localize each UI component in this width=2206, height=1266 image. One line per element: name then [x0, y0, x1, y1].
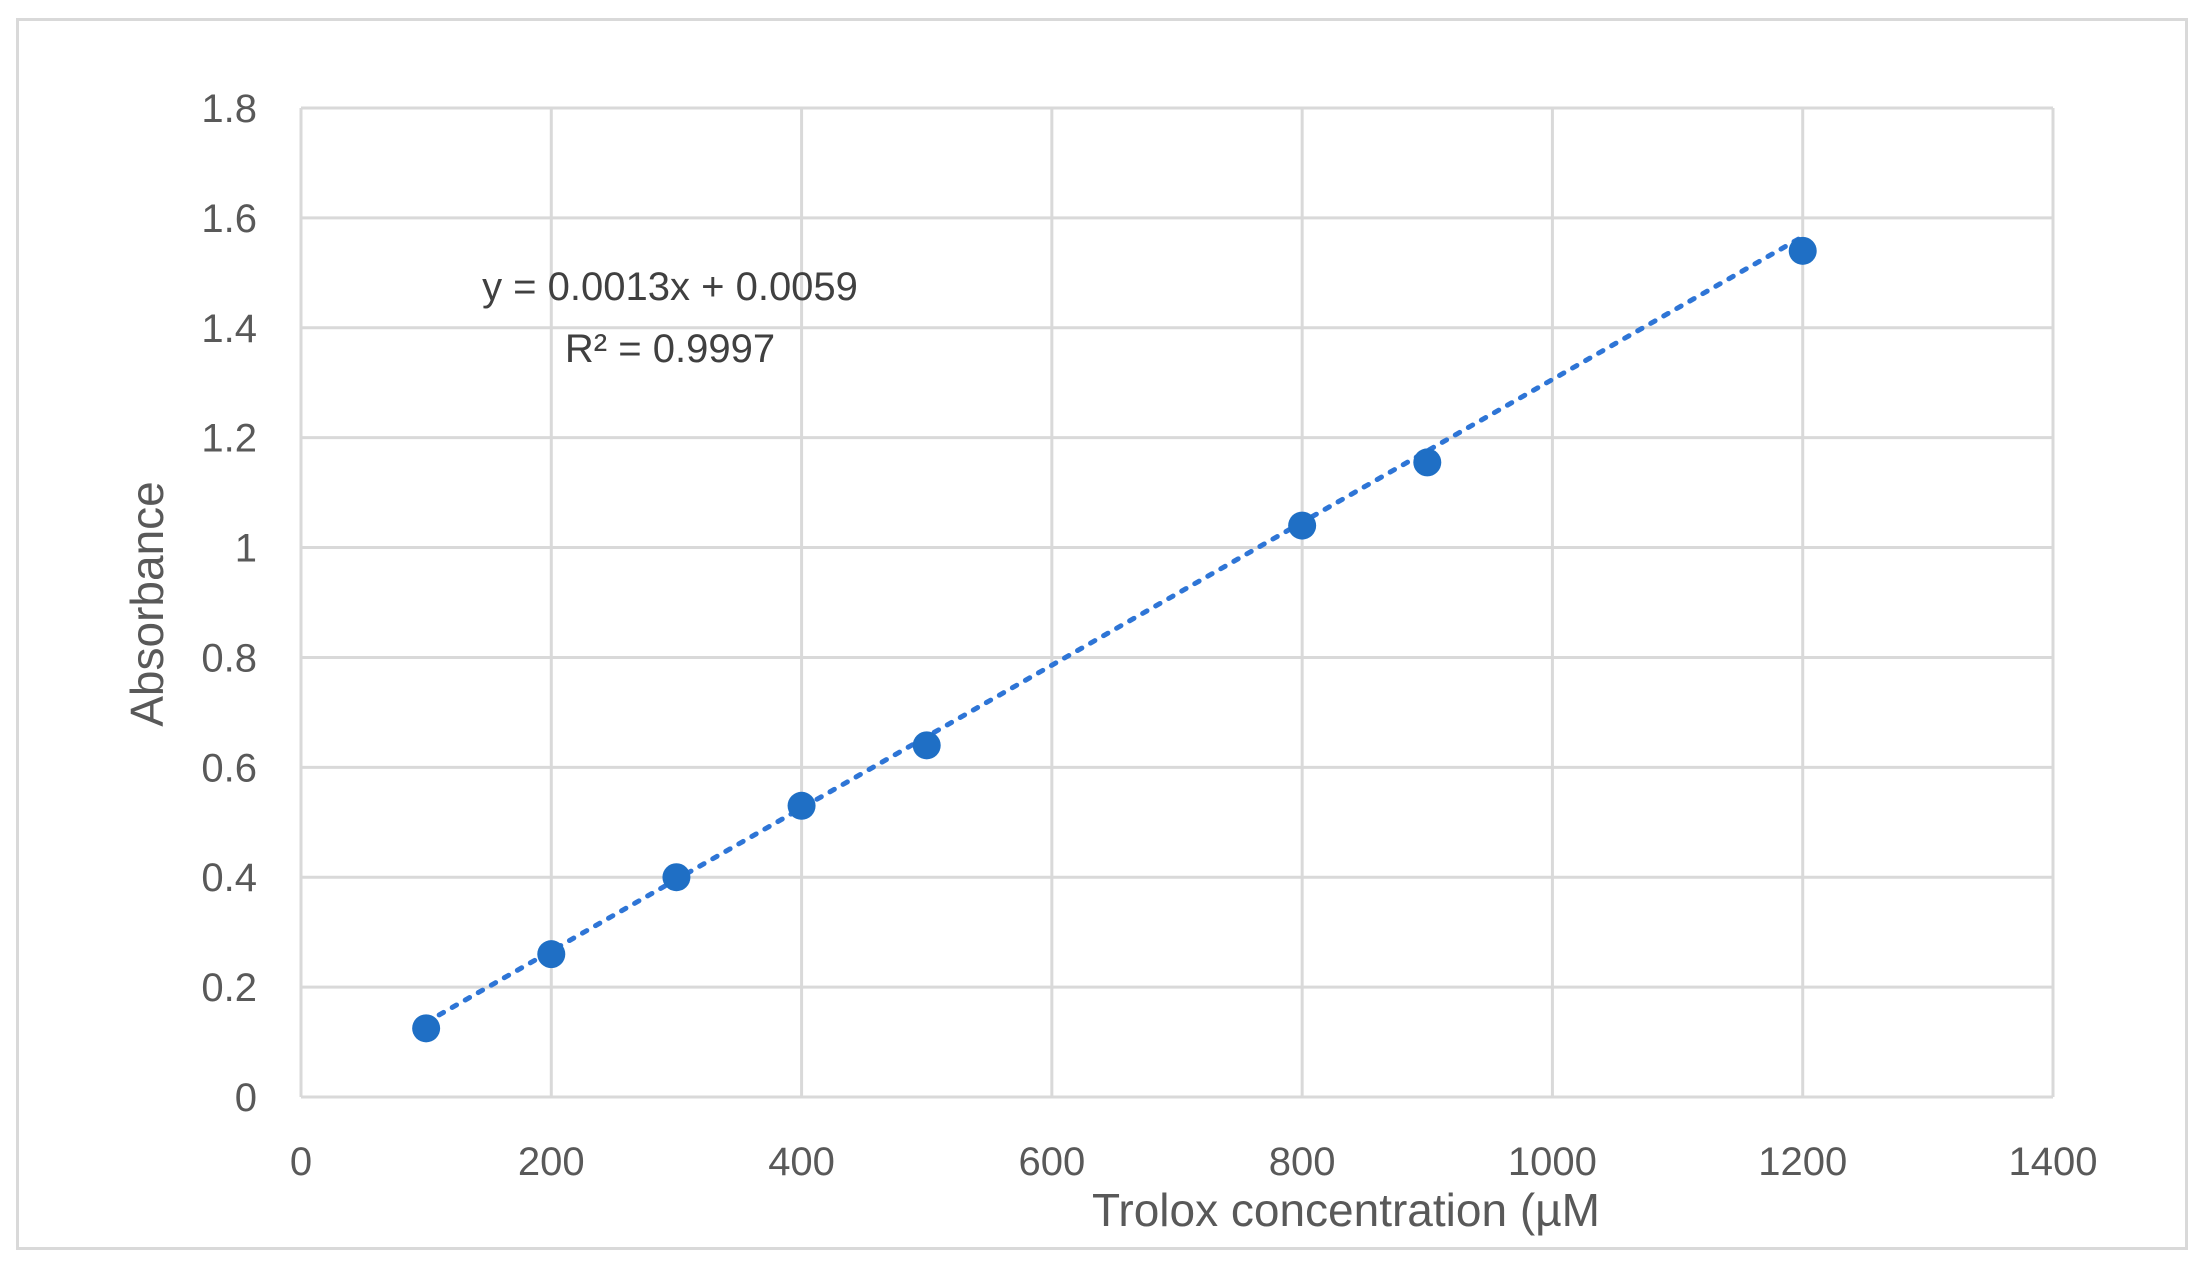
y-tick-label: 1.6: [201, 197, 257, 241]
data-point: [1413, 448, 1442, 477]
y-tick-label: 0: [235, 1076, 257, 1120]
x-tick-label: 800: [1269, 1140, 1336, 1184]
y-tick-label: 1: [235, 527, 257, 571]
trendline-equation: y = 0.0013x + 0.0059: [482, 265, 858, 309]
r-squared-label: R² = 0.9997: [565, 327, 775, 371]
data-point: [412, 1014, 441, 1043]
data-point: [1788, 236, 1817, 265]
data-point: [912, 731, 941, 760]
y-tick-label: 0.4: [201, 856, 257, 900]
y-tick-label: 1.8: [201, 87, 257, 131]
y-tick-label: 0.2: [201, 966, 257, 1010]
y-tick-label: 1.4: [201, 307, 257, 351]
x-tick-label: 200: [518, 1140, 585, 1184]
x-tick-label: 1400: [2009, 1140, 2098, 1184]
trendline: [423, 234, 1806, 1025]
data-point: [537, 940, 566, 969]
x-tick-labels: 0 200 400 600 800 1000 1200 1400: [290, 1140, 2098, 1184]
data-points: [412, 236, 1817, 1043]
data-point: [787, 791, 816, 820]
x-tick-label: 0: [290, 1140, 312, 1184]
y-axis-title: Absorbance: [121, 481, 173, 727]
grid-layer: [299, 106, 2055, 1099]
y-tick-labels: 0 0.2 0.4 0.6 0.8 1 1.2 1.4 1.6 1.8: [201, 87, 257, 1120]
y-tick-label: 0.8: [201, 636, 257, 680]
data-point: [662, 863, 691, 892]
x-tick-label: 1200: [1758, 1140, 1847, 1184]
x-tick-label: 1000: [1508, 1140, 1597, 1184]
y-tick-label: 0.6: [201, 746, 257, 790]
x-axis-title: Trolox concentration (µM: [1092, 1184, 1600, 1236]
y-tick-label: 1.2: [201, 417, 257, 461]
x-tick-label: 400: [768, 1140, 835, 1184]
x-tick-label: 600: [1018, 1140, 1085, 1184]
data-point: [1288, 511, 1317, 540]
trendline-layer: [423, 234, 1806, 1025]
